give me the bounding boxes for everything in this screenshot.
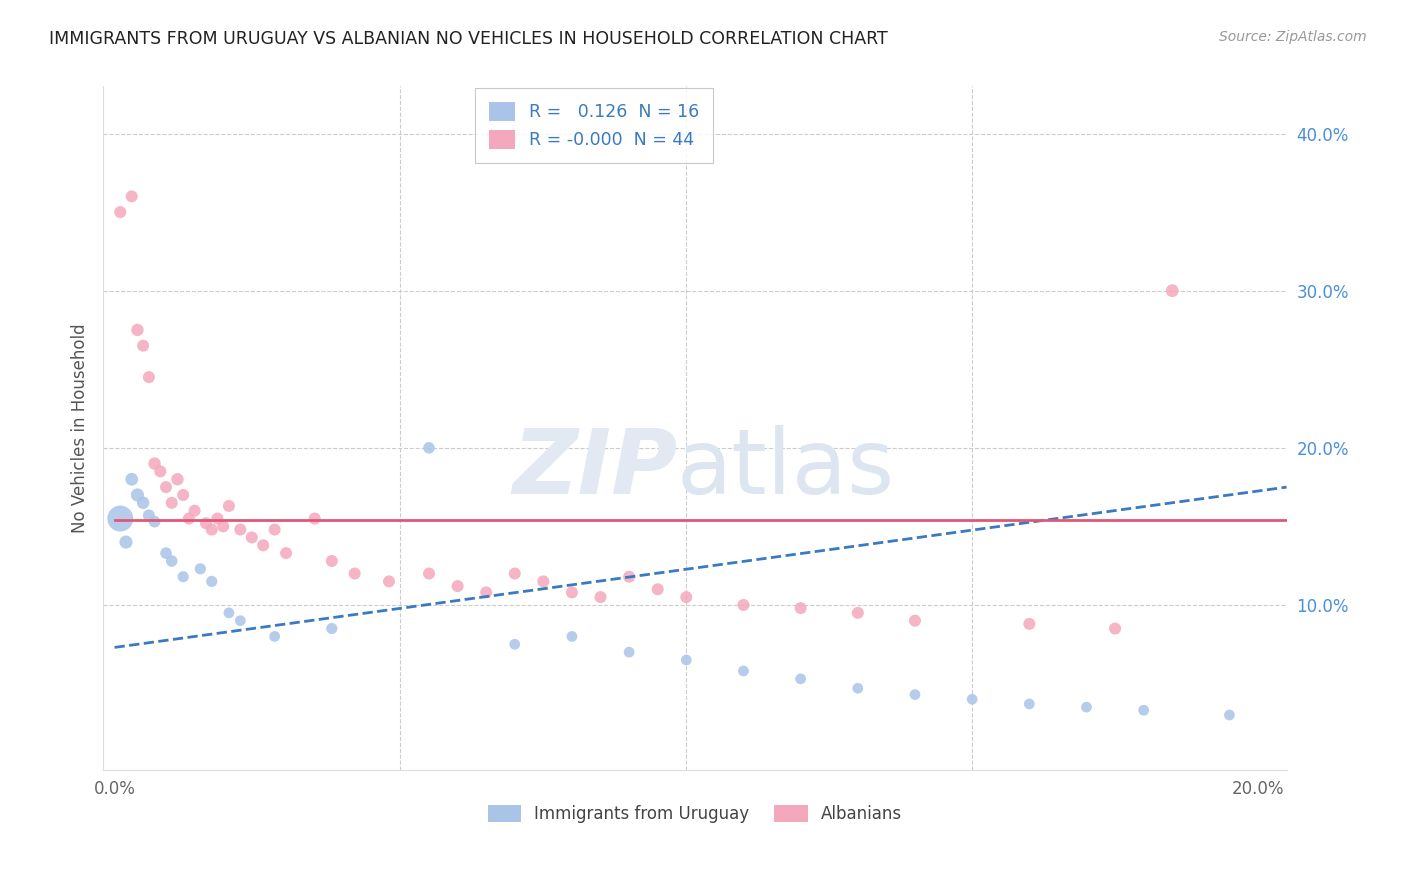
Point [503,637,526,651]
Point [177,511,200,525]
Point [378,574,401,589]
Point [617,570,640,584]
Point [904,614,927,628]
Point [589,590,612,604]
Point [149,464,172,478]
Point [218,499,240,513]
Point [218,606,240,620]
Point [321,622,343,636]
Point [904,688,927,702]
Y-axis label: No Vehicles in Household: No Vehicles in Household [72,324,89,533]
Point [418,441,440,455]
Point [229,523,252,537]
Point [960,692,983,706]
Point [1076,700,1098,714]
Point [132,339,155,353]
Point [155,480,177,494]
Point [121,189,143,203]
Point [1018,697,1040,711]
Point [789,601,811,615]
Point [304,511,326,525]
Point [201,523,224,537]
Point [110,511,132,525]
Point [207,511,229,525]
Point [160,554,183,568]
Point [143,515,166,529]
Point [195,516,218,531]
Text: atlas: atlas [678,425,896,513]
Point [418,566,440,581]
Point [475,585,498,599]
Point [733,598,755,612]
Point [343,566,366,581]
Point [1132,703,1154,717]
Point [172,488,194,502]
Point [132,496,155,510]
Text: ZIP: ZIP [512,425,678,513]
Point [675,653,697,667]
Text: Source: ZipAtlas.com: Source: ZipAtlas.com [1219,30,1367,45]
Point [561,585,583,599]
Point [274,546,297,560]
Point [1018,616,1040,631]
Point [212,519,235,533]
Point [647,582,669,597]
Point [617,645,640,659]
Point [321,554,343,568]
Point [166,472,188,486]
Point [503,566,526,581]
Point [252,538,274,552]
Point [115,535,138,549]
Point [789,672,811,686]
Legend: Immigrants from Uruguay, Albanians: Immigrants from Uruguay, Albanians [488,805,903,823]
Point [138,508,160,523]
Point [263,629,285,643]
Point [121,472,143,486]
Point [675,590,697,604]
Point [446,579,468,593]
Point [201,574,224,589]
Point [183,504,205,518]
Point [160,496,183,510]
Point [127,323,149,337]
Text: IMMIGRANTS FROM URUGUAY VS ALBANIAN NO VEHICLES IN HOUSEHOLD CORRELATION CHART: IMMIGRANTS FROM URUGUAY VS ALBANIAN NO V… [49,30,889,48]
Point [263,523,285,537]
Point [172,570,194,584]
Point [240,530,263,544]
Point [229,614,252,628]
Point [846,681,869,696]
Point [143,457,166,471]
Point [138,370,160,384]
Point [110,205,132,219]
Point [1104,622,1126,636]
Point [846,606,869,620]
Point [733,664,755,678]
Point [127,488,149,502]
Point [1218,708,1240,723]
Point [155,546,177,560]
Point [1161,284,1184,298]
Point [561,629,583,643]
Point [531,574,554,589]
Point [188,562,211,576]
